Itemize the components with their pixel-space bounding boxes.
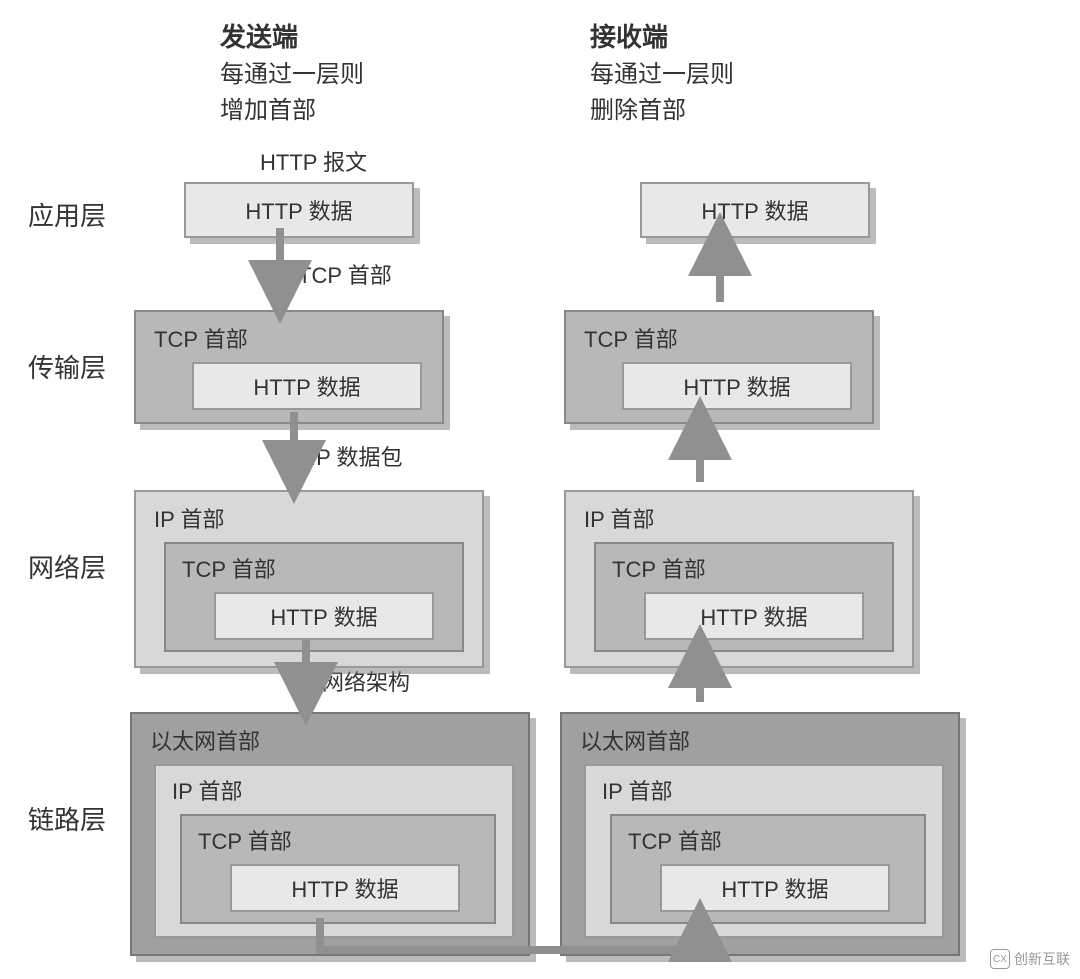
watermark: CX 创新互联	[990, 949, 1070, 969]
watermark-logo-icon: CX	[990, 949, 1010, 969]
watermark-text: 创新互联	[1014, 949, 1070, 969]
arrows-layer	[0, 0, 1080, 979]
